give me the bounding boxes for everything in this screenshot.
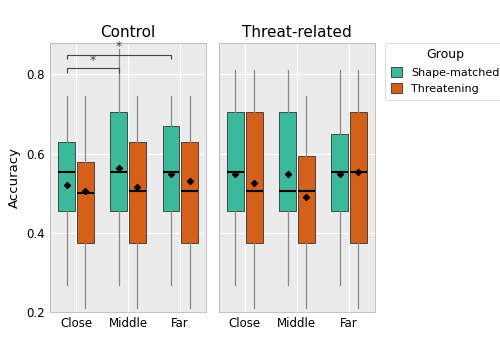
PathPatch shape (181, 142, 198, 243)
PathPatch shape (279, 112, 296, 211)
PathPatch shape (77, 162, 94, 243)
PathPatch shape (331, 134, 348, 211)
PathPatch shape (110, 112, 127, 211)
PathPatch shape (246, 112, 262, 243)
Text: *: * (90, 54, 96, 67)
PathPatch shape (298, 156, 314, 243)
PathPatch shape (129, 142, 146, 243)
PathPatch shape (350, 112, 366, 243)
Title: Control: Control (100, 25, 156, 40)
Legend: Shape-matched, Threatening: Shape-matched, Threatening (385, 43, 500, 99)
PathPatch shape (162, 126, 179, 211)
PathPatch shape (58, 142, 75, 211)
Y-axis label: Accuracy: Accuracy (8, 147, 21, 208)
Title: Threat-related: Threat-related (242, 25, 352, 40)
PathPatch shape (227, 112, 244, 211)
Text: *: * (116, 40, 122, 53)
